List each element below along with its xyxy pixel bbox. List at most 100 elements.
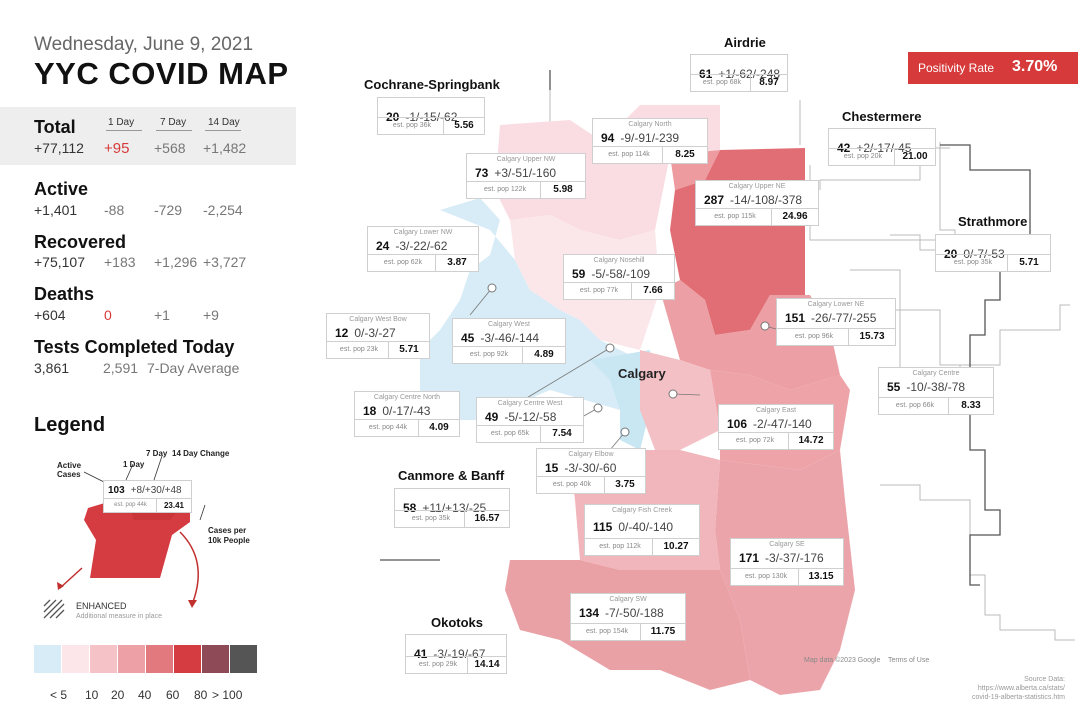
region-cases: 15 — [545, 461, 559, 475]
town-calgary: Calgary — [618, 366, 666, 381]
region-rate: 3.87 — [435, 254, 478, 271]
region-rate: 7.66 — [631, 282, 674, 299]
region-box-calgary-elbow[interactable]: Calgary Elbow 15 -3/-30/-60 est. pop 40k … — [536, 448, 646, 494]
region-box-canmore[interactable]: 58 +11/+13/-25 est. pop 35k 16.57 — [394, 488, 510, 528]
region-change: -3/-37/-176 — [765, 551, 824, 565]
region-change: -3/-46/-144 — [480, 331, 540, 345]
region-change: -5/-12/-58 — [504, 410, 557, 424]
region-change: -9/-91/-239 — [620, 131, 680, 145]
total-label: Total — [34, 117, 76, 137]
scale-swatch — [90, 645, 117, 673]
source-label: Source Data: — [1024, 676, 1065, 683]
region-box-upper-ne[interactable]: Calgary Upper NE 287 -14/-108/-378 est. p… — [695, 180, 819, 226]
region-fill-centre — [640, 350, 720, 450]
region-box-calgary-west[interactable]: Calgary West 45 -3/-46/-144 est. pop 92k … — [452, 318, 566, 364]
region-change: 0/-40/-140 — [618, 520, 674, 534]
active-d1: -88 — [104, 202, 125, 218]
region-rate: 8.25 — [662, 146, 707, 163]
region-box-calgary-north[interactable]: Calgary North 94 -9/-91/-239 est. pop 114… — [592, 118, 708, 164]
region-change: 0/-17/-43 — [382, 404, 431, 418]
region-pop: est. pop 77k — [564, 282, 634, 299]
region-rate: 3.75 — [604, 476, 645, 493]
region-box-west-bow[interactable]: Calgary West Bow 12 0/-3/-27 est. pop 23k… — [326, 313, 430, 359]
region-box-airdrie[interactable]: 61 +1/-62/-248 est. pop 68k 8.97 — [690, 54, 788, 92]
tests-avg: 2,591 — [103, 360, 139, 376]
legend-sample-changes: +8/+30/+48 — [130, 485, 182, 496]
tests-avg-label: 7-Day Average — [147, 360, 240, 376]
legend-sample-rate: 23.41 — [156, 498, 191, 512]
region-box-fish-creek[interactable]: Calgary Fish Creek 115 0/-40/-140 est. po… — [584, 504, 700, 556]
region-box-upper-nw[interactable]: Calgary Upper NW 73 +3/-51/-160 est. pop … — [466, 153, 586, 199]
region-box-okotoks[interactable]: 41 -3/-19/-67 est. pop 29k 14.14 — [405, 634, 507, 674]
recovered-row: +75,107 +183 +1,296 +3,727 — [34, 254, 294, 272]
region-pop: est. pop 62k — [368, 254, 438, 271]
legend-title: Legend — [34, 414, 106, 436]
region-name: Calgary Centre West — [497, 400, 563, 407]
region-pop: est. pop 40k — [537, 476, 607, 493]
tests-row: 3,861 2,591 7-Day Average — [34, 360, 294, 378]
region-box-centre-north[interactable]: Calgary Centre North 18 0/-17/-43 est. po… — [354, 391, 460, 437]
region-box-calgary-east[interactable]: Calgary East 106 -2/-47/-140 est. pop 72k… — [718, 404, 834, 450]
region-pop: est. pop 44k — [355, 419, 421, 436]
region-box-nosehill[interactable]: Calgary Nosehill 59 -5/-58/-109 est. pop … — [563, 254, 675, 300]
region-name: Calgary SE — [769, 541, 805, 548]
region-rate: 5.56 — [443, 117, 484, 134]
region-name: Calgary Lower NE — [807, 301, 865, 308]
region-change: -3/-30/-60 — [564, 461, 617, 475]
region-rate: 10.27 — [652, 538, 699, 555]
region-name: Calgary Upper NW — [496, 156, 556, 163]
region-rate: 14.72 — [788, 432, 833, 449]
region-rate: 7.54 — [540, 425, 583, 442]
region-box-calgary-sw[interactable]: Calgary SW 134 -7/-50/-188 est. pop 154k … — [570, 593, 686, 641]
region-box-cochrane[interactable]: 20 -1/-15/-62 est. pop 36k 5.56 — [377, 97, 485, 135]
scale-swatch — [202, 645, 229, 673]
region-change: -7/-50/-188 — [605, 606, 664, 620]
col-14day: 14 Day — [208, 117, 240, 128]
region-box-calgary-se[interactable]: Calgary SE 171 -3/-37/-176 est. pop 130k … — [730, 538, 844, 586]
town-strathmore: Strathmore — [958, 214, 1028, 229]
region-pop: est. pop 122k — [467, 181, 543, 198]
region-pop: est. pop 72k — [719, 432, 791, 449]
region-cases: 106 — [727, 417, 748, 431]
deaths-d1: 0 — [104, 307, 112, 323]
region-pop: est. pop 66k — [879, 397, 951, 414]
region-cases: 73 — [475, 166, 489, 180]
region-box-strathmore[interactable]: 20 0/-7/-53 est. pop 35k 5.71 — [935, 234, 1051, 272]
map-data-credit: Map data ©2023 Google — [804, 657, 881, 664]
total-summary-box — [0, 107, 296, 165]
positivity-label: Positivity Rate — [918, 61, 995, 75]
region-pop: est. pop 154k — [571, 623, 643, 640]
map-terms-link[interactable]: Terms of Use — [888, 657, 930, 664]
total-d1: +95 — [104, 140, 130, 157]
region-name: Calgary Nosehill — [593, 257, 645, 264]
region-cases: 41 — [414, 647, 428, 661]
region-pop: est. pop 35k — [936, 254, 1010, 271]
total-row: +77,112 +95 +568 +1,482 — [34, 140, 294, 158]
region-rate: 21.00 — [894, 148, 935, 165]
region-rate: 4.09 — [418, 419, 459, 436]
region-rate: 11.75 — [640, 623, 685, 640]
region-cases: 58 — [403, 501, 417, 515]
region-box-chestermere[interactable]: 42 +2/-17/-45 est. pop 20k 21.00 — [828, 128, 936, 166]
region-fill-west — [420, 198, 640, 420]
region-name: Calgary West Bow — [349, 316, 407, 323]
region-name: Calgary Centre North — [373, 394, 441, 401]
enhanced-hatch-icon — [43, 599, 65, 619]
legend-cases-per: Cases per 10k People — [208, 526, 250, 545]
deaths-d14: +9 — [203, 307, 219, 323]
region-box-centre-west[interactable]: Calgary Centre West 49 -5/-12/-58 est. po… — [476, 397, 584, 443]
deaths-label: Deaths — [34, 284, 95, 304]
region-change: -10/-38/-78 — [906, 380, 966, 394]
region-cases: 94 — [601, 131, 615, 145]
source-url-2[interactable]: covid-19-alberta-statistics.htm — [972, 694, 1065, 701]
recovered-d14: +3,727 — [203, 254, 247, 270]
region-box-calgary-centre[interactable]: Calgary Centre 55 -10/-38/-78 est. pop 66… — [878, 367, 994, 415]
region-name: Calgary Lower NW — [393, 229, 453, 236]
source-url-1[interactable]: https://www.alberta.ca/stats/ — [977, 685, 1065, 692]
recovered-value: +75,107 — [34, 254, 85, 270]
region-box-lower-ne[interactable]: Calgary Lower NE 151 -26/-77/-255 est. po… — [776, 298, 896, 346]
region-box-lower-nw[interactable]: Calgary Lower NW 24 -3/-22/-62 est. pop 6… — [367, 226, 479, 272]
region-cases: 151 — [785, 311, 806, 325]
town-cochrane: Cochrane-Springbank — [364, 77, 500, 92]
deaths-d7: +1 — [154, 307, 170, 323]
